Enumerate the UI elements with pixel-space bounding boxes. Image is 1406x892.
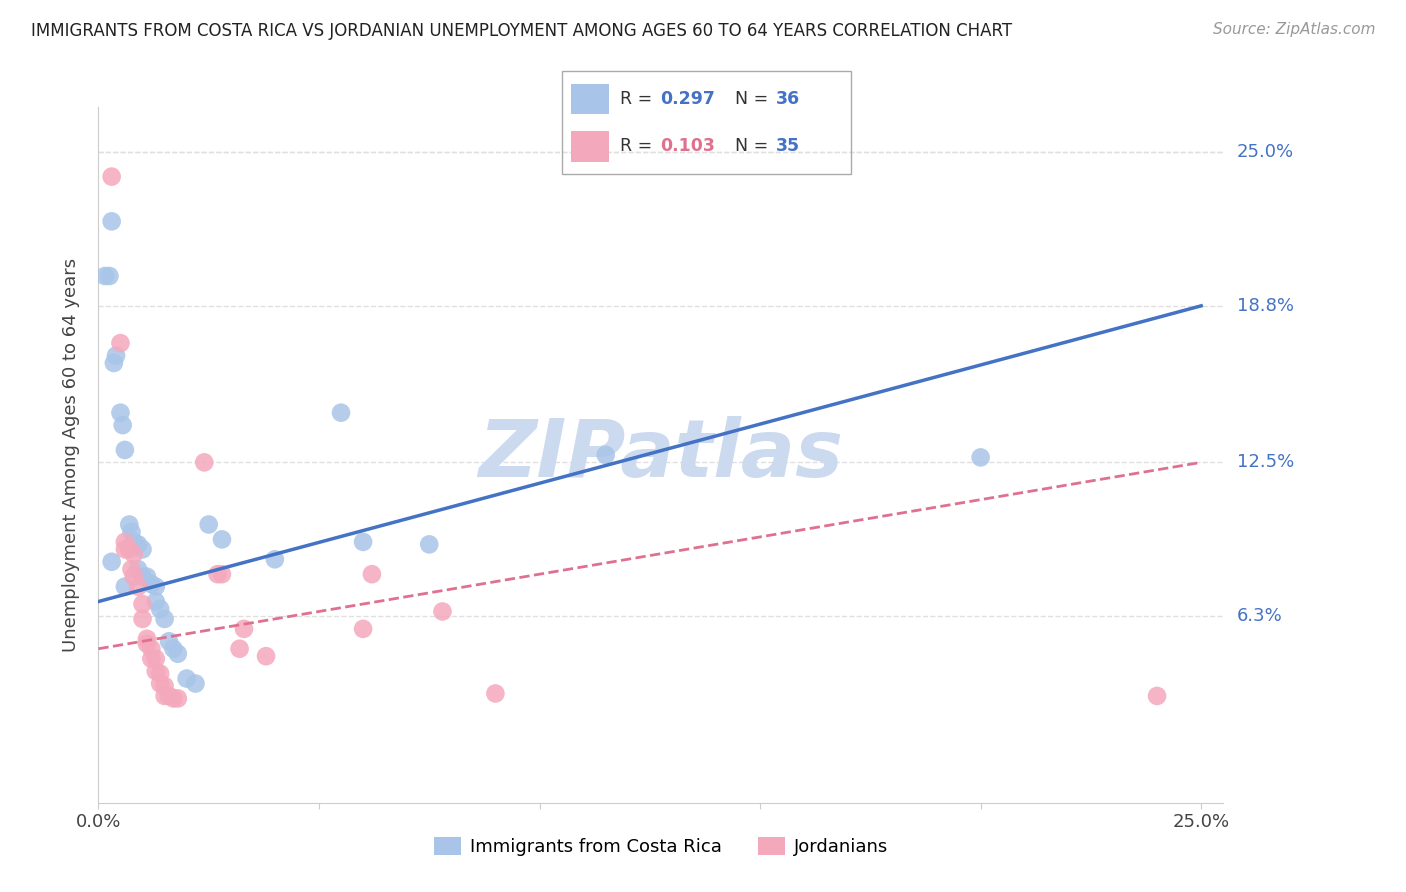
Point bbox=[211, 567, 233, 582]
Point bbox=[100, 169, 122, 184]
Bar bbox=[571, 84, 609, 114]
Point bbox=[361, 567, 384, 582]
Text: 36: 36 bbox=[776, 90, 800, 108]
Point bbox=[105, 349, 128, 363]
Point bbox=[254, 649, 277, 664]
Text: 18.8%: 18.8% bbox=[1237, 297, 1294, 315]
Point bbox=[94, 268, 117, 283]
Point bbox=[176, 672, 198, 686]
Point bbox=[149, 602, 172, 616]
Point bbox=[136, 637, 159, 651]
Point bbox=[263, 552, 285, 566]
Point bbox=[121, 562, 143, 576]
Point bbox=[141, 577, 163, 591]
Point bbox=[122, 570, 145, 584]
Point bbox=[121, 524, 143, 539]
Point bbox=[352, 534, 374, 549]
Point bbox=[228, 641, 250, 656]
Point bbox=[157, 634, 180, 648]
Point bbox=[166, 691, 188, 706]
Point bbox=[127, 562, 149, 576]
Text: N =: N = bbox=[735, 137, 775, 155]
Point bbox=[145, 651, 167, 665]
Text: 35: 35 bbox=[776, 137, 800, 155]
Point bbox=[1146, 689, 1168, 703]
Point bbox=[595, 448, 617, 462]
Point bbox=[118, 542, 141, 557]
Text: 12.5%: 12.5% bbox=[1237, 453, 1295, 471]
Point bbox=[100, 555, 122, 569]
Point bbox=[145, 664, 167, 678]
Text: R =: R = bbox=[620, 90, 658, 108]
Text: R =: R = bbox=[620, 137, 658, 155]
Point bbox=[418, 537, 440, 551]
Point bbox=[131, 612, 153, 626]
Point bbox=[197, 517, 219, 532]
Point bbox=[136, 632, 159, 646]
Point bbox=[122, 534, 145, 549]
Point bbox=[432, 605, 454, 619]
Point bbox=[114, 442, 136, 457]
Text: 25.0%: 25.0% bbox=[1237, 143, 1295, 161]
Point bbox=[153, 689, 176, 703]
Point bbox=[122, 547, 145, 561]
Text: N =: N = bbox=[735, 90, 775, 108]
Point bbox=[131, 570, 153, 584]
Point bbox=[141, 651, 163, 665]
Point bbox=[110, 336, 132, 351]
Text: 0.297: 0.297 bbox=[661, 90, 716, 108]
Point bbox=[330, 406, 353, 420]
Point bbox=[207, 567, 229, 582]
Point bbox=[352, 622, 374, 636]
Text: Source: ZipAtlas.com: Source: ZipAtlas.com bbox=[1212, 22, 1375, 37]
Point bbox=[149, 676, 172, 690]
Point bbox=[114, 542, 136, 557]
Point bbox=[162, 691, 184, 706]
Point bbox=[193, 455, 215, 469]
Point bbox=[110, 406, 132, 420]
Point bbox=[969, 450, 991, 465]
Text: 6.3%: 6.3% bbox=[1237, 607, 1282, 625]
Text: 0.103: 0.103 bbox=[661, 137, 716, 155]
Point bbox=[166, 647, 188, 661]
Point bbox=[136, 570, 159, 584]
Point bbox=[145, 580, 167, 594]
Point bbox=[153, 679, 176, 693]
Point bbox=[211, 533, 233, 547]
Point bbox=[114, 580, 136, 594]
Point bbox=[184, 676, 207, 690]
Point bbox=[111, 418, 134, 433]
Point bbox=[141, 641, 163, 656]
Legend: Immigrants from Costa Rica, Jordanians: Immigrants from Costa Rica, Jordanians bbox=[426, 830, 896, 863]
Point bbox=[98, 268, 121, 283]
Point bbox=[157, 689, 180, 703]
Point bbox=[153, 612, 176, 626]
Text: ZIPatlas: ZIPatlas bbox=[478, 416, 844, 494]
Point bbox=[233, 622, 256, 636]
Bar bbox=[571, 131, 609, 161]
Point bbox=[114, 534, 136, 549]
Point bbox=[127, 580, 149, 594]
Point bbox=[484, 686, 506, 700]
Point bbox=[127, 537, 149, 551]
Point bbox=[162, 641, 184, 656]
Y-axis label: Unemployment Among Ages 60 to 64 years: Unemployment Among Ages 60 to 64 years bbox=[62, 258, 80, 652]
Point bbox=[149, 666, 172, 681]
Point bbox=[145, 594, 167, 608]
Point bbox=[118, 517, 141, 532]
Point bbox=[131, 542, 153, 557]
Point bbox=[131, 597, 153, 611]
Point bbox=[100, 214, 122, 228]
Point bbox=[103, 356, 125, 370]
Text: IMMIGRANTS FROM COSTA RICA VS JORDANIAN UNEMPLOYMENT AMONG AGES 60 TO 64 YEARS C: IMMIGRANTS FROM COSTA RICA VS JORDANIAN … bbox=[31, 22, 1012, 40]
